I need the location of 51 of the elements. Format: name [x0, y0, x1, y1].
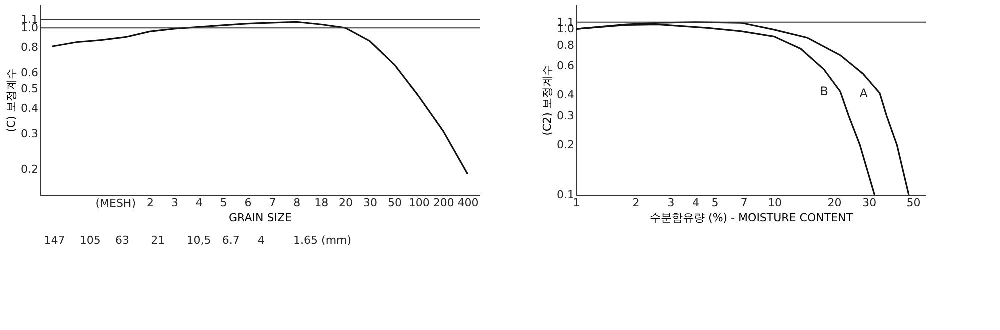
- text: (MESH): [96, 197, 136, 210]
- x-tick-label: 50: [906, 196, 921, 210]
- x-tick-label: 4: [196, 196, 203, 210]
- text: 4: [258, 234, 265, 247]
- x-tick-label: 20: [339, 196, 354, 210]
- text: 105: [80, 234, 101, 247]
- x-tick-label: 30: [862, 196, 877, 210]
- y-tick-label: 0.2: [557, 138, 574, 152]
- x-tick-label: 3: [171, 196, 178, 210]
- y-axis-title: (C2) 보정계수: [541, 65, 554, 136]
- x-tick-label: 30: [364, 196, 378, 210]
- x-tick-label: 5: [712, 196, 719, 210]
- x-tick-label: 200: [433, 196, 454, 210]
- y-tick-label: 0.3: [557, 109, 574, 122]
- y-tick-label: 0.6: [557, 60, 574, 72]
- x-tick-label: 2: [147, 196, 154, 210]
- y-tick-label: 0.4: [21, 102, 38, 116]
- y-tick-label: 0.6: [21, 66, 38, 80]
- text: 10,5: [186, 234, 212, 247]
- x-tick-label: 4: [692, 196, 700, 210]
- x-tick-label: 400: [458, 196, 479, 210]
- series-label: A: [860, 86, 869, 100]
- text: 147: [44, 234, 66, 247]
- x-tick-label: 2: [632, 196, 640, 210]
- x-tick-label: 6: [244, 196, 252, 210]
- text: 6.7: [222, 234, 240, 247]
- x-tick-label: 7: [740, 196, 748, 210]
- text: 21: [151, 234, 166, 247]
- y-tick-label: 0.5: [21, 82, 38, 96]
- x-tick-label: 20: [828, 196, 842, 210]
- x-tick-label: 7: [269, 196, 276, 210]
- y-axis-title: (C) 보정계수: [5, 68, 18, 132]
- x-tick-label: 8: [294, 196, 301, 210]
- y-tick-label: 0.4: [557, 88, 574, 102]
- x-tick-label: 10: [768, 196, 782, 210]
- x-tick-label: 100: [408, 196, 430, 210]
- text: 1.65 (mm): [294, 234, 352, 247]
- x-tick-label: 50: [388, 196, 402, 210]
- y-tick-label: 0.1: [557, 188, 574, 202]
- series-label: B: [820, 84, 828, 99]
- x-axis-title: 수분함유량 (%) - MOISTURE CONTENT: [650, 212, 854, 224]
- y-tick-label: 0.8: [21, 41, 38, 54]
- x-tick-label: 3: [668, 196, 675, 210]
- y-tick-label: 0.8: [557, 38, 574, 52]
- y-tick-label: 0.2: [21, 163, 38, 176]
- x-tick-label: 5: [220, 196, 228, 210]
- y-tick-label: 0.3: [21, 128, 38, 141]
- text: 63: [115, 234, 130, 247]
- x-axis-title: GRAIN SIZE: [229, 212, 292, 224]
- x-tick-label: 1: [573, 196, 580, 210]
- x-tick-label: 18: [314, 196, 329, 210]
